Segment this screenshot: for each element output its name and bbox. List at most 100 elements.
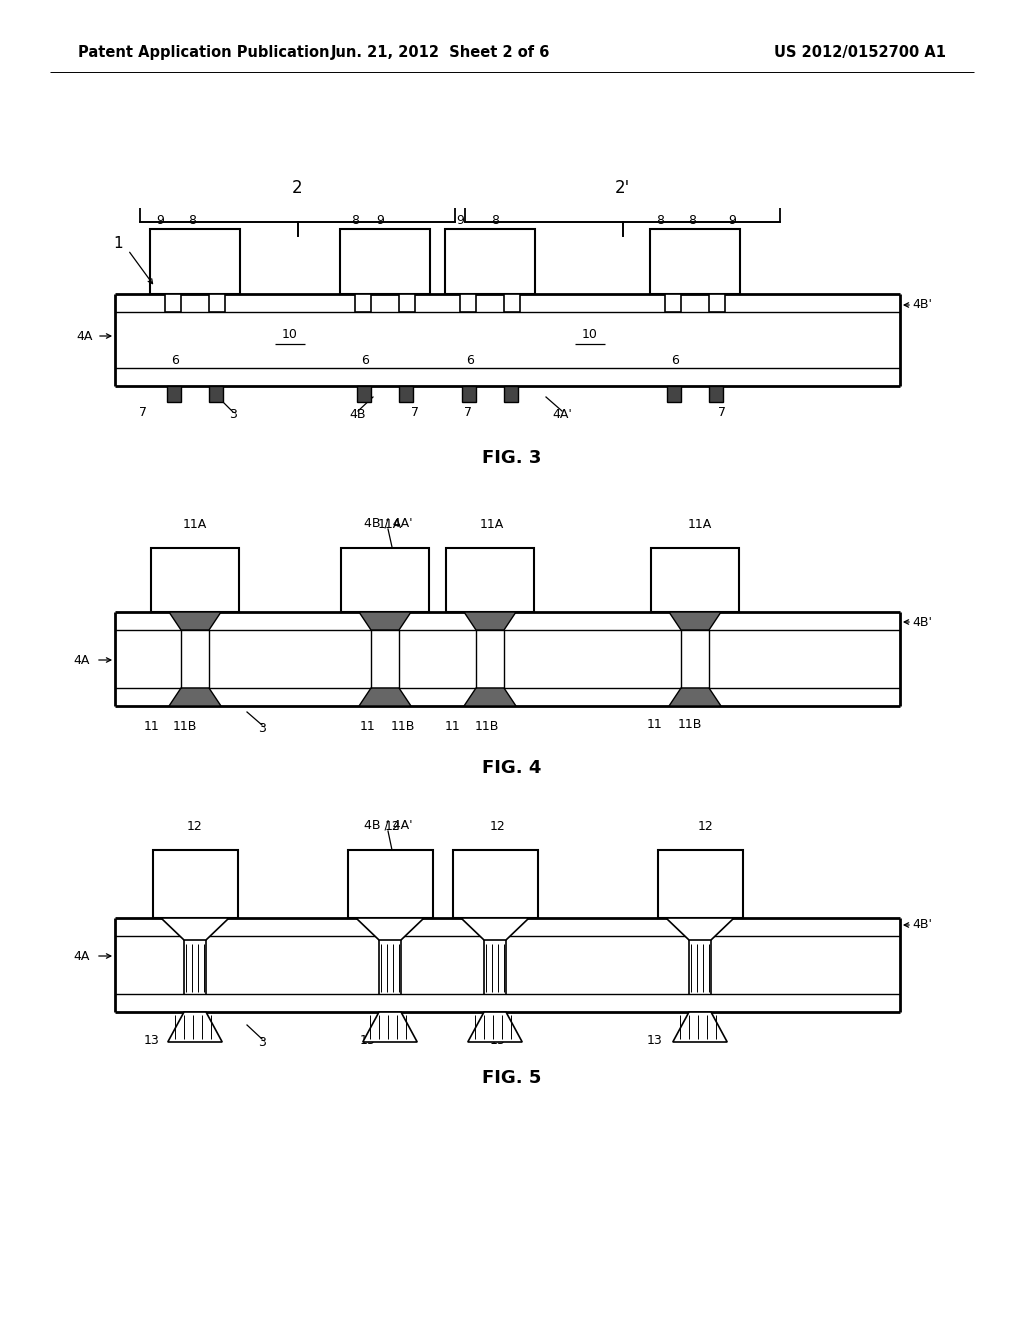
Text: 10: 10 (582, 329, 598, 342)
Text: 3: 3 (229, 408, 237, 421)
Text: 4A: 4A (74, 653, 90, 667)
Polygon shape (356, 917, 424, 940)
Text: 11B: 11B (391, 719, 415, 733)
Polygon shape (461, 917, 529, 940)
Polygon shape (666, 917, 734, 940)
Text: 1: 1 (114, 235, 123, 251)
Text: 7: 7 (718, 407, 726, 420)
Text: 8: 8 (188, 214, 196, 227)
Text: 4A': 4A' (552, 408, 572, 421)
Text: 11B: 11B (678, 718, 702, 731)
Text: 11B: 11B (475, 719, 499, 733)
Text: 4B / 4A': 4B / 4A' (364, 516, 413, 529)
Text: 4A: 4A (74, 949, 90, 962)
Text: 7: 7 (464, 405, 472, 418)
Bar (340, 228, 430, 294)
Text: US 2012/0152700 A1: US 2012/0152700 A1 (774, 45, 946, 59)
Text: 12: 12 (385, 820, 400, 833)
Text: 9: 9 (376, 214, 384, 227)
Bar (209, 385, 223, 403)
Text: 4B': 4B' (912, 298, 932, 312)
Text: 9: 9 (456, 214, 464, 227)
Text: 12: 12 (490, 820, 506, 833)
Text: 3: 3 (258, 722, 266, 734)
Text: 10: 10 (282, 329, 298, 342)
Text: FIG. 3: FIG. 3 (482, 449, 542, 467)
Text: 3: 3 (258, 1035, 266, 1048)
Polygon shape (468, 1012, 522, 1041)
Bar (462, 385, 476, 403)
Bar (504, 294, 520, 312)
Bar (167, 385, 181, 403)
Bar (209, 294, 225, 312)
Bar (709, 294, 725, 312)
Text: Jun. 21, 2012  Sheet 2 of 6: Jun. 21, 2012 Sheet 2 of 6 (331, 45, 550, 59)
Bar (348, 850, 433, 917)
Polygon shape (669, 688, 721, 706)
Text: 12: 12 (698, 820, 714, 833)
Text: 13: 13 (360, 1034, 376, 1047)
Bar (460, 294, 476, 312)
Text: FIG. 4: FIG. 4 (482, 759, 542, 777)
Bar (667, 385, 681, 403)
Bar (153, 850, 238, 917)
Text: 8: 8 (688, 214, 696, 227)
Text: 13: 13 (490, 1034, 506, 1047)
Text: 12: 12 (187, 820, 203, 833)
Polygon shape (673, 1012, 727, 1041)
Text: 6: 6 (466, 354, 474, 367)
Polygon shape (169, 688, 221, 706)
Bar (165, 294, 181, 312)
Text: 11: 11 (144, 721, 160, 734)
Bar (650, 228, 740, 294)
Bar (504, 385, 518, 403)
Bar (355, 294, 371, 312)
Polygon shape (161, 917, 229, 940)
Text: 9: 9 (156, 214, 164, 227)
Bar (151, 548, 239, 612)
Text: 11B: 11B (173, 721, 198, 734)
Bar (399, 294, 415, 312)
Polygon shape (362, 1012, 417, 1041)
Bar (445, 228, 535, 294)
Polygon shape (168, 1012, 222, 1041)
Polygon shape (169, 612, 221, 630)
Text: 11A: 11A (378, 517, 402, 531)
Text: 11: 11 (647, 718, 663, 731)
Text: 7: 7 (139, 405, 147, 418)
Text: 11A: 11A (480, 517, 504, 531)
Polygon shape (359, 688, 411, 706)
Bar (658, 850, 743, 917)
Bar (150, 228, 240, 294)
Text: 13: 13 (647, 1034, 663, 1047)
Text: 13: 13 (144, 1034, 160, 1047)
Text: 9: 9 (728, 214, 736, 227)
Text: 11: 11 (360, 719, 376, 733)
Bar (453, 850, 538, 917)
Text: 6: 6 (361, 354, 369, 367)
Bar (709, 385, 723, 403)
Text: 2': 2' (614, 180, 630, 197)
Text: 11: 11 (445, 719, 461, 733)
Text: 8: 8 (656, 214, 664, 227)
Text: 8: 8 (351, 214, 359, 227)
Text: 7: 7 (411, 407, 419, 420)
Text: 4B / 4A': 4B / 4A' (364, 818, 413, 832)
Polygon shape (359, 612, 411, 630)
Text: 4B: 4B (350, 408, 367, 421)
Text: 4B': 4B' (912, 919, 932, 932)
Text: 11A: 11A (688, 517, 712, 531)
Text: 4B': 4B' (912, 615, 932, 628)
Polygon shape (464, 688, 516, 706)
Text: 8: 8 (490, 214, 499, 227)
Bar (357, 385, 371, 403)
Polygon shape (464, 612, 516, 630)
Bar (446, 548, 534, 612)
Text: Patent Application Publication: Patent Application Publication (78, 45, 330, 59)
Bar (665, 294, 681, 312)
Polygon shape (669, 612, 721, 630)
Text: 6: 6 (671, 354, 679, 367)
Bar (399, 385, 413, 403)
Text: FIG. 5: FIG. 5 (482, 1069, 542, 1086)
Bar (341, 548, 429, 612)
